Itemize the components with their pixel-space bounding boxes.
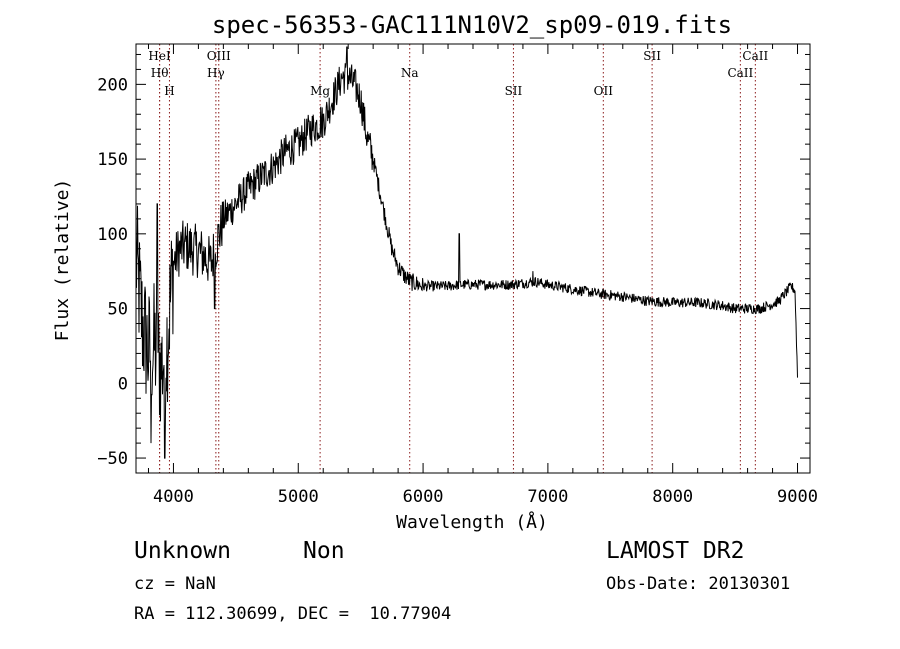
line-label: OIII [207,49,231,63]
line-label: SII [643,49,661,63]
object-subclass: Non [303,538,345,564]
y-tick-label: 200 [97,75,128,95]
coordinates: RA = 112.30699, DEC = 10.77904 [134,604,452,624]
line-label: Hθ [151,66,169,80]
plot-area: 4000 5000 6000 7000 8000 9000 −50 0 50 100 150 200 H… [97,43,818,507]
line-label: Hγ [207,66,225,80]
redshift-cz: cz = NaN [134,574,216,594]
survey-name: LAMOST DR2 [606,538,745,564]
line-label: Mg [310,84,330,98]
line-label: CaII [727,66,753,80]
spectrum-line [135,46,798,459]
line-label: CaII [742,49,768,63]
y-tick-label: 0 [118,374,128,394]
y-tick-label: 100 [97,225,128,245]
x-tick-label: 4000 [153,487,194,507]
observation-date: Obs-Date: 20130301 [606,574,791,594]
y-tick-label: 50 [108,300,128,320]
line-label: Na [401,66,419,80]
chart-title: spec-56353-GAC111N10V2_sp09-019.fits [212,11,732,39]
y-tick-label: 150 [97,150,128,170]
x-tick-label: 7000 [527,487,568,507]
x-axis-label: Wavelength (Å) [396,511,548,533]
line-label: H [164,84,174,98]
x-tick-label: 6000 [403,487,444,507]
object-class: Unknown [134,538,231,564]
x-tick-label: 9000 [777,487,818,507]
y-axis-label: Flux (relative) [52,179,73,342]
line-label: OII [594,84,614,98]
y-tick-label: −50 [97,449,128,469]
line-label: HeI [148,49,171,63]
x-tick-label: 8000 [652,487,693,507]
x-tick-label: 5000 [278,487,319,507]
plot-frame [135,43,811,474]
spectrum-chart: spec-56353-GAC111N10V2_sp09-019.fits 400… [52,11,818,533]
line-label: SII [505,84,523,98]
